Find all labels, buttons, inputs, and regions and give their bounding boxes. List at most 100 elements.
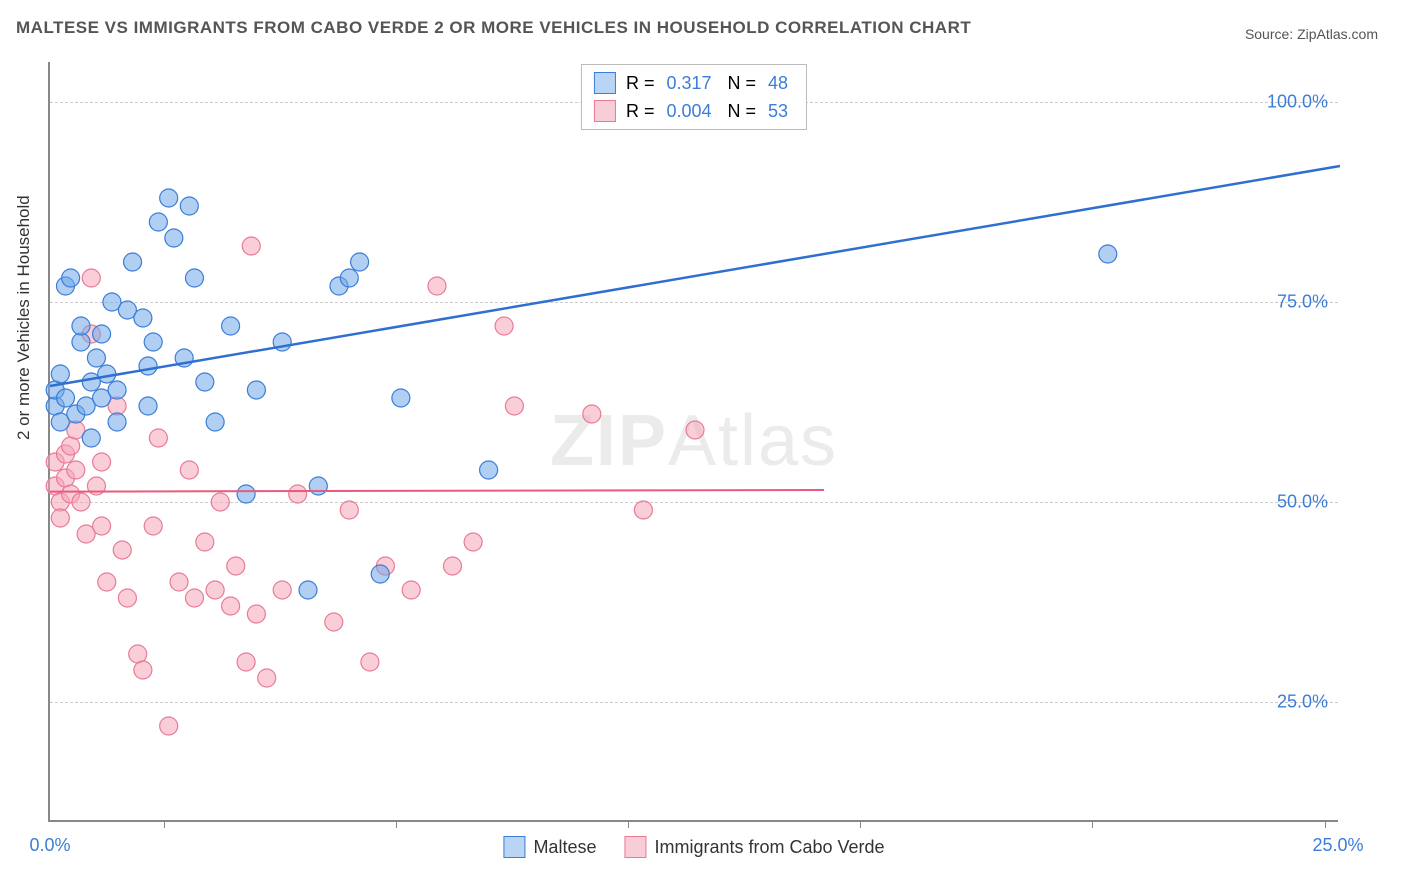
data-point	[129, 645, 147, 663]
y-tick-label: 100.0%	[1267, 92, 1328, 113]
chart-title: MALTESE VS IMMIGRANTS FROM CABO VERDE 2 …	[16, 18, 971, 38]
stats-row-caboverde: R = 0.004 N = 53	[594, 97, 794, 125]
data-point	[309, 477, 327, 495]
r-value-maltese: 0.317	[666, 69, 711, 97]
stats-legend-box: R = 0.317 N = 48 R = 0.004 N = 53	[581, 64, 807, 130]
data-point	[98, 573, 116, 591]
legend-label-caboverde: Immigrants from Cabo Verde	[654, 837, 884, 858]
data-point	[222, 317, 240, 335]
r-value-caboverde: 0.004	[666, 97, 711, 125]
data-point	[505, 397, 523, 415]
data-point	[72, 493, 90, 511]
data-point	[686, 421, 704, 439]
data-point	[180, 461, 198, 479]
data-point	[93, 453, 111, 471]
data-point	[56, 389, 74, 407]
data-point	[62, 437, 80, 455]
data-point	[247, 381, 265, 399]
data-point	[108, 413, 126, 431]
data-point	[108, 381, 126, 399]
data-point	[247, 605, 265, 623]
data-point	[144, 333, 162, 351]
trend-line	[50, 490, 824, 492]
data-point	[118, 589, 136, 607]
data-point	[237, 485, 255, 503]
y-axis-label: 2 or more Vehicles in Household	[14, 195, 34, 440]
n-label: N =	[728, 69, 757, 97]
data-point	[134, 309, 152, 327]
data-point	[222, 597, 240, 615]
stats-row-maltese: R = 0.317 N = 48	[594, 69, 794, 97]
data-point	[211, 493, 229, 511]
data-point	[196, 373, 214, 391]
data-point	[206, 413, 224, 431]
data-point	[634, 501, 652, 519]
data-point	[480, 461, 498, 479]
data-point	[185, 269, 203, 287]
data-point	[371, 565, 389, 583]
data-point	[180, 197, 198, 215]
data-point	[139, 397, 157, 415]
data-point	[72, 317, 90, 335]
data-point	[170, 573, 188, 591]
swatch-blue-icon	[503, 836, 525, 858]
plot-area: ZIPAtlas R = 0.317 N = 48 R = 0.004 N = …	[48, 62, 1338, 822]
swatch-pink	[594, 100, 616, 122]
n-label: N =	[728, 97, 757, 125]
data-point	[402, 581, 420, 599]
data-point	[134, 661, 152, 679]
data-point	[258, 669, 276, 687]
y-tick-label: 75.0%	[1277, 292, 1328, 313]
data-point	[1099, 245, 1117, 263]
data-point	[237, 653, 255, 671]
data-point	[196, 533, 214, 551]
scatter-chart	[50, 62, 1338, 820]
data-point	[72, 333, 90, 351]
data-point	[392, 389, 410, 407]
data-point	[289, 485, 307, 503]
x-tick-label-min: 0.0%	[29, 835, 70, 856]
source-attribution: Source: ZipAtlas.com	[1245, 26, 1378, 42]
data-point	[351, 253, 369, 271]
data-point	[113, 541, 131, 559]
y-tick-label: 50.0%	[1277, 492, 1328, 513]
data-point	[165, 229, 183, 247]
data-point	[87, 349, 105, 367]
legend-label-maltese: Maltese	[533, 837, 596, 858]
data-point	[67, 461, 85, 479]
data-point	[227, 557, 245, 575]
n-value-caboverde: 53	[768, 97, 788, 125]
data-point	[464, 533, 482, 551]
data-point	[428, 277, 446, 295]
data-point	[124, 253, 142, 271]
r-label: R =	[626, 97, 655, 125]
data-point	[139, 357, 157, 375]
data-point	[242, 237, 260, 255]
data-point	[160, 717, 178, 735]
data-point	[82, 269, 100, 287]
data-point	[149, 213, 167, 231]
source-value: ZipAtlas.com	[1297, 26, 1378, 42]
data-point	[273, 581, 291, 599]
data-point	[340, 269, 358, 287]
data-point	[82, 429, 100, 447]
data-point	[62, 269, 80, 287]
data-point	[340, 501, 358, 519]
trend-line	[50, 166, 1340, 386]
data-point	[443, 557, 461, 575]
data-point	[325, 613, 343, 631]
legend-item-maltese: Maltese	[503, 836, 596, 858]
legend-item-caboverde: Immigrants from Cabo Verde	[624, 836, 884, 858]
data-point	[144, 517, 162, 535]
data-point	[93, 517, 111, 535]
data-point	[361, 653, 379, 671]
data-point	[51, 365, 69, 383]
data-point	[149, 429, 167, 447]
data-point	[185, 589, 203, 607]
r-label: R =	[626, 69, 655, 97]
data-point	[206, 581, 224, 599]
y-tick-label: 25.0%	[1277, 692, 1328, 713]
data-point	[51, 509, 69, 527]
swatch-pink-icon	[624, 836, 646, 858]
series-legend: Maltese Immigrants from Cabo Verde	[503, 836, 884, 858]
